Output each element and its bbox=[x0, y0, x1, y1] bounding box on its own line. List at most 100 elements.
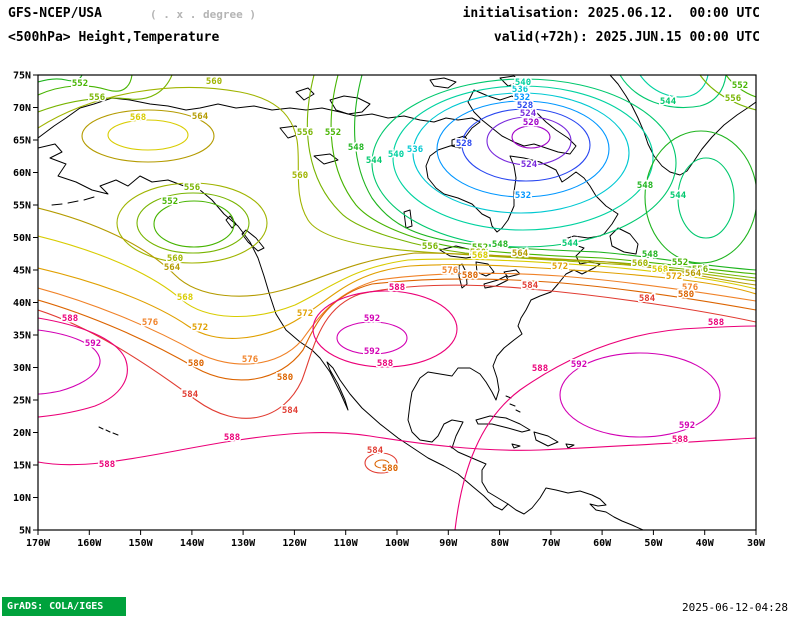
lat-axis-label: 60N bbox=[13, 168, 31, 179]
contour-label-520: 520 bbox=[523, 118, 539, 128]
contour-label-560: 560 bbox=[470, 248, 486, 258]
contour-line-588 bbox=[38, 432, 756, 466]
contour-label-588: 588 bbox=[62, 314, 78, 324]
lat-axis-label: 45N bbox=[13, 266, 31, 277]
coastline bbox=[241, 229, 265, 252]
coastline bbox=[225, 215, 237, 229]
contour-line-556 bbox=[136, 192, 250, 254]
contour-labels-layer: 5205245245285285325325365365405405445445… bbox=[60, 76, 749, 476]
contour-line-572 bbox=[38, 264, 756, 339]
coastline bbox=[609, 75, 756, 176]
contour-line-540 bbox=[639, 75, 709, 98]
lat-axis-label: 15N bbox=[13, 461, 31, 472]
coastline bbox=[475, 261, 495, 277]
contour-label-552: 552 bbox=[732, 81, 748, 91]
lat-axis-label: 75N bbox=[13, 71, 31, 82]
lon-axis-label: 80W bbox=[491, 538, 510, 549]
coastline bbox=[458, 263, 468, 289]
lat-axis-label: 65N bbox=[13, 136, 31, 147]
contour-line-560 bbox=[116, 182, 268, 264]
contour-label-584: 584 bbox=[182, 390, 199, 400]
contour-line-536 bbox=[412, 92, 630, 214]
contour-label-556: 556 bbox=[692, 265, 708, 275]
contour-label-564: 564 bbox=[685, 269, 702, 279]
contour-label-572: 572 bbox=[297, 309, 313, 319]
contour-line-592 bbox=[336, 321, 408, 355]
contour-line-552 bbox=[725, 75, 756, 98]
contour-label-540: 540 bbox=[388, 150, 404, 160]
contour-line-520 bbox=[511, 125, 551, 149]
lon-axis-label: 170W bbox=[26, 538, 51, 549]
coastline bbox=[609, 227, 639, 255]
contour-label-536: 536 bbox=[407, 145, 423, 155]
contour-label-588: 588 bbox=[672, 435, 688, 445]
coastline bbox=[511, 443, 521, 449]
lat-axis-label: 70N bbox=[13, 103, 31, 114]
contour-label-588: 588 bbox=[224, 433, 240, 443]
contour-label-572: 572 bbox=[192, 323, 208, 333]
contour-line-540 bbox=[392, 85, 654, 231]
contour-label-580: 580 bbox=[462, 271, 478, 281]
contour-line-552 bbox=[153, 200, 235, 248]
lat-axis-label: 25N bbox=[13, 396, 31, 407]
contour-label-544: 544 bbox=[660, 97, 677, 107]
contour-label-552: 552 bbox=[72, 79, 88, 89]
contour-label-528: 528 bbox=[517, 101, 533, 111]
contour-label-568: 568 bbox=[652, 265, 668, 275]
contour-label-552: 552 bbox=[325, 128, 341, 138]
contour-label-568: 568 bbox=[130, 113, 146, 123]
coastline bbox=[279, 125, 301, 139]
coastline bbox=[51, 196, 95, 206]
contour-label-560: 560 bbox=[206, 77, 222, 87]
contour-line-584 bbox=[364, 452, 398, 474]
contour-line-548 bbox=[644, 130, 756, 264]
contour-line-556 bbox=[306, 75, 756, 279]
lat-axis-label: 55N bbox=[13, 201, 31, 212]
contour-label-528: 528 bbox=[456, 139, 472, 149]
lon-axis-label: 90W bbox=[439, 538, 458, 549]
lat-axis-label: 35N bbox=[13, 331, 31, 342]
coastline bbox=[38, 97, 619, 511]
contour-label-564: 564 bbox=[164, 263, 181, 273]
contour-label-592: 592 bbox=[571, 360, 587, 370]
contour-label-592: 592 bbox=[364, 314, 380, 324]
lat-axis-label: 20N bbox=[13, 428, 31, 439]
contour-line-564 bbox=[81, 109, 215, 163]
contour-label-556: 556 bbox=[725, 94, 741, 104]
contour-label-532: 532 bbox=[515, 191, 531, 201]
contour-label-576: 576 bbox=[442, 266, 458, 276]
contour-label-544: 544 bbox=[562, 239, 579, 249]
lat-axis-label: 10N bbox=[13, 493, 31, 504]
contour-label-556: 556 bbox=[184, 183, 200, 193]
contour-line-588 bbox=[312, 290, 458, 368]
contour-line-560 bbox=[38, 86, 756, 282]
contour-label-548: 548 bbox=[637, 181, 653, 191]
contour-label-560: 560 bbox=[292, 171, 308, 181]
contour-line-528 bbox=[461, 108, 591, 182]
contour-label-548: 548 bbox=[348, 143, 364, 153]
contour-label-556: 556 bbox=[89, 93, 105, 103]
lon-axis-label: 110W bbox=[334, 538, 359, 549]
contour-label-556: 556 bbox=[297, 128, 313, 138]
contour-label-552: 552 bbox=[162, 197, 178, 207]
contour-label-540: 540 bbox=[515, 78, 531, 88]
contour-label-592: 592 bbox=[364, 347, 380, 357]
contour-label-592: 592 bbox=[85, 339, 101, 349]
contour-label-592: 592 bbox=[679, 421, 695, 431]
lon-axis-label: 100W bbox=[385, 538, 410, 549]
contour-line-556 bbox=[699, 75, 756, 111]
contour-line-568 bbox=[107, 119, 189, 151]
contour-label-524: 524 bbox=[521, 160, 538, 170]
field-title: <500hPa> Height,Temperature bbox=[8, 30, 220, 45]
contour-line-588 bbox=[38, 317, 128, 418]
lon-axis-label: 150W bbox=[129, 538, 154, 549]
contours-layer bbox=[38, 75, 756, 530]
contour-label-584: 584 bbox=[367, 446, 384, 456]
lat-axis-label: 50N bbox=[13, 233, 31, 244]
contour-line-548 bbox=[354, 75, 756, 271]
contour-line-532 bbox=[436, 100, 610, 198]
coastlines-layer bbox=[38, 75, 756, 530]
coastline bbox=[565, 443, 575, 449]
contour-line-552 bbox=[38, 75, 133, 96]
